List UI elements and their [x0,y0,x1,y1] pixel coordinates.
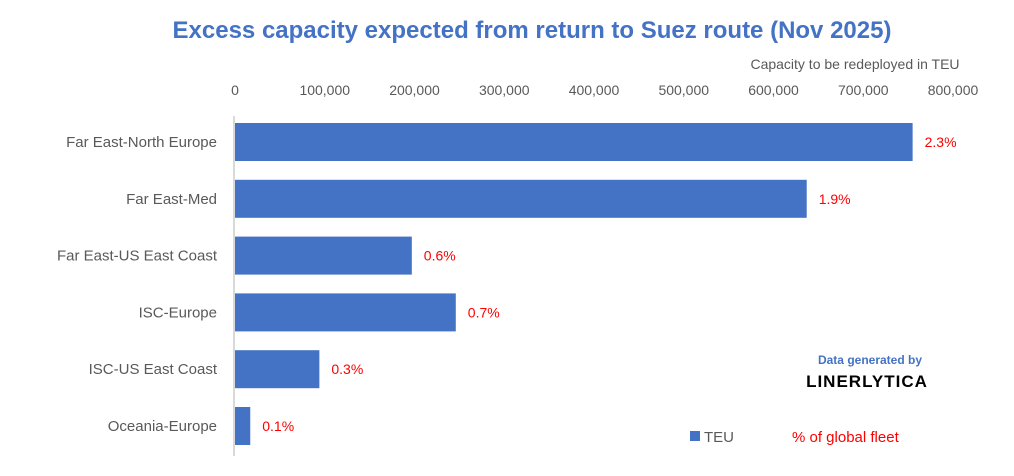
category-label: Far East-Med [126,191,217,208]
x-tick-label: 300,000 [479,82,530,98]
x-tick-label: 100,000 [299,82,350,98]
legend-pct-label: % of global fleet [792,429,900,446]
percent-label: 0.3% [331,361,363,377]
x-axis-ticks: 0 100,000 200,000 300,000 400,000 500,000 600,… [231,82,978,98]
percent-label: 2.3% [925,134,957,150]
bar [235,293,456,332]
percent-label: 0.7% [468,304,500,320]
credit-line-1: Data generated by [818,353,922,367]
legend-teu-label: TEU [704,429,734,446]
bars [235,123,913,445]
legend: TEU % of global fleet [690,429,900,446]
x-tick-label: 800,000 [928,82,979,98]
x-tick-label: 0 [231,82,239,98]
category-label: Far East-US East Coast [57,248,218,265]
x-tick-label: 700,000 [838,82,889,98]
percent-labels: 2.3% 1.9% 0.6% 0.7% 0.3% 0.1% [262,134,956,434]
x-axis-title: Capacity to be redeployed in TEU [750,56,959,72]
category-label: ISC-US East Coast [89,361,218,378]
bar [235,123,913,161]
x-tick-label: 600,000 [748,82,799,98]
percent-label: 0.1% [262,418,294,434]
bar [235,407,251,445]
bar [235,236,412,275]
category-labels: Far East-North Europe Far East-Med Far Eas… [57,134,218,435]
x-tick-label: 400,000 [569,82,620,98]
legend-teu-swatch [690,431,700,441]
category-label: ISC-Europe [139,304,217,321]
credit-logo: LINERLYTICA [806,372,928,391]
bar [235,350,320,389]
category-label: Far East-North Europe [66,134,217,151]
chart-title: Excess capacity expected from return to … [173,17,892,44]
percent-label: 1.9% [819,191,851,207]
bar [235,179,807,218]
x-tick-label: 500,000 [658,82,709,98]
x-tick-label: 200,000 [389,82,440,98]
category-label: Oceania-Europe [108,418,217,435]
percent-label: 0.6% [424,248,456,264]
